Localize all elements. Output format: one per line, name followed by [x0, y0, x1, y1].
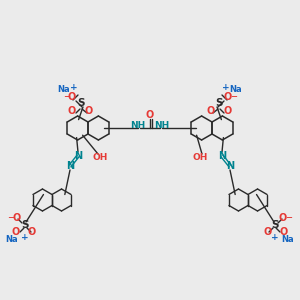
Text: O: O [85, 106, 93, 116]
Text: O: O [28, 227, 36, 237]
Text: Na: Na [282, 236, 294, 244]
Text: S: S [271, 220, 279, 230]
Text: −: − [286, 214, 292, 223]
Text: O: O [224, 106, 232, 116]
Text: O: O [13, 213, 21, 223]
Text: +: + [21, 233, 29, 242]
Text: N: N [66, 161, 74, 171]
Text: N: N [218, 151, 226, 161]
Text: S: S [77, 98, 85, 108]
Text: O: O [68, 106, 76, 116]
Text: OH: OH [92, 154, 108, 163]
Text: −: − [8, 214, 14, 223]
Text: +: + [271, 233, 279, 242]
Text: O: O [279, 213, 287, 223]
Text: O: O [264, 227, 272, 237]
Text: N: N [74, 151, 82, 161]
Text: S: S [215, 98, 223, 108]
Text: Na: Na [230, 85, 242, 94]
Text: OH: OH [192, 154, 208, 163]
Text: O: O [207, 106, 215, 116]
Text: −: − [64, 92, 70, 101]
Text: +: + [70, 82, 78, 91]
Text: O: O [146, 110, 154, 120]
Text: −: − [230, 92, 238, 101]
Text: O: O [224, 92, 232, 102]
Text: N: N [226, 161, 234, 171]
Text: S: S [21, 220, 29, 230]
Text: O: O [280, 227, 288, 237]
Text: NH: NH [154, 121, 169, 130]
Text: Na: Na [58, 85, 70, 94]
Text: O: O [68, 92, 76, 102]
Text: NH: NH [130, 121, 146, 130]
Text: Na: Na [6, 236, 18, 244]
Text: +: + [222, 82, 230, 91]
Text: O: O [12, 227, 20, 237]
